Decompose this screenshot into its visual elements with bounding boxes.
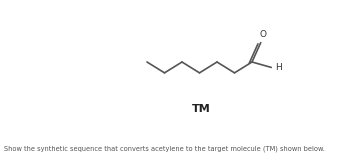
Text: Show the synthetic sequence that converts acetylene to the target molecule (TM) : Show the synthetic sequence that convert… bbox=[4, 145, 324, 152]
Text: O: O bbox=[259, 30, 266, 39]
Text: TM: TM bbox=[192, 104, 211, 113]
Text: H: H bbox=[275, 63, 282, 72]
